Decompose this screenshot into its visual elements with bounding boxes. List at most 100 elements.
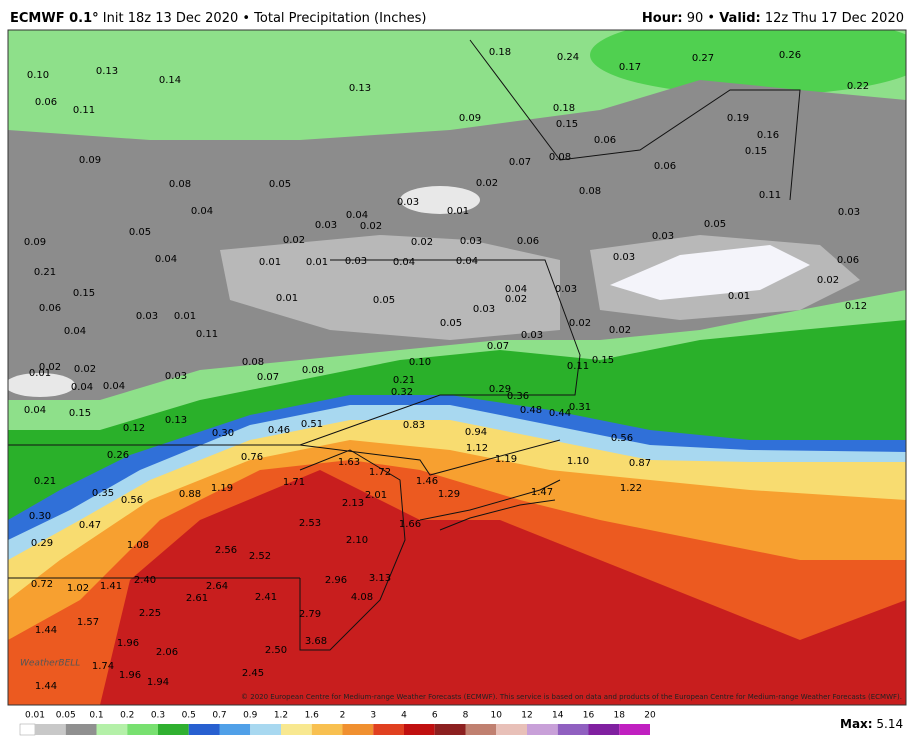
precip-label: 0.02	[74, 364, 96, 375]
colorbar-tick-label: 12	[521, 711, 532, 721]
hour-label: Hour:	[642, 11, 683, 26]
precip-label: 0.18	[489, 47, 511, 58]
precip-label: 0.05	[704, 219, 726, 230]
precip-label: 1.12	[466, 443, 488, 454]
precip-label: 0.08	[302, 365, 324, 376]
precip-label: 0.07	[257, 372, 279, 383]
precip-label: 0.02	[609, 325, 631, 336]
precip-label: 0.04	[505, 284, 527, 295]
colorbar-swatch	[465, 724, 497, 735]
colorbar-swatch	[311, 724, 343, 735]
init: Init 18z 13 Dec 2020 • Total Precipitati…	[103, 11, 427, 26]
colorbar-tick-label: 0.01	[25, 711, 45, 721]
precip-label: 0.07	[509, 157, 531, 168]
colorbar-swatch	[281, 724, 312, 735]
precip-label: 0.87	[629, 458, 651, 469]
precip-label: 0.04	[155, 254, 177, 265]
precip-label: 0.03	[521, 330, 543, 341]
precip-label: 1.08	[127, 540, 149, 551]
colorbar-tick-label: 4	[401, 711, 407, 721]
precip-label: 0.13	[165, 415, 187, 426]
precip-label: 0.12	[123, 423, 145, 434]
precip-label: 0.10	[27, 70, 49, 81]
precip-label: 0.02	[505, 294, 527, 305]
precip-label: 2.64	[206, 581, 228, 592]
precip-label: 0.15	[73, 288, 95, 299]
precip-label: 0.01	[728, 291, 750, 302]
precip-label: 0.02	[411, 237, 433, 248]
precip-label: 0.03	[838, 207, 860, 218]
precip-label: 1.46	[416, 476, 438, 487]
precip-label: 2.45	[242, 668, 264, 679]
precip-label: 2.41	[255, 592, 277, 603]
precip-label: 0.17	[619, 62, 641, 73]
colorbar-swatch	[373, 724, 404, 735]
precip-label: 0.47	[79, 520, 101, 531]
precip-label: 0.14	[159, 75, 181, 86]
precip-label: 0.44	[549, 408, 571, 419]
precip-label: 0.12	[845, 301, 867, 312]
precip-label: 0.09	[79, 155, 101, 166]
precip-label: 0.05	[269, 179, 291, 190]
precip-label: 0.22	[847, 81, 869, 92]
precip-label: 0.24	[557, 52, 579, 63]
precip-label: 0.04	[24, 405, 46, 416]
precip-label: 0.07	[487, 341, 509, 352]
colorbar-swatch	[127, 724, 158, 735]
precip-label: 0.30	[212, 428, 234, 439]
precip-label: 0.01	[306, 257, 328, 268]
precip-label: 0.06	[39, 303, 61, 314]
precip-label: 0.03	[136, 311, 158, 322]
precip-label: 1.72	[369, 467, 391, 478]
precip-label: 1.71	[283, 477, 305, 488]
colorbar-swatch	[65, 724, 97, 735]
precip-label: 0.83	[403, 420, 425, 431]
precip-label: 2.10	[346, 535, 368, 546]
colorbar-swatch	[342, 724, 374, 735]
precip-label: 0.02	[817, 275, 839, 286]
precip-label: 0.04	[346, 210, 368, 221]
precip-label: 0.01	[29, 368, 51, 379]
precip-label: 2.13	[342, 498, 364, 509]
precip-label: 0.03	[345, 256, 367, 267]
colorbar-tick-label: 0.1	[89, 711, 103, 721]
precip-label: 0.06	[654, 161, 676, 172]
precip-label: 0.56	[611, 433, 633, 444]
precip-label: 1.19	[211, 483, 233, 494]
colorbar-tick-label: 0.5	[182, 711, 196, 721]
precip-label: 1.94	[147, 677, 169, 688]
precip-label: 0.01	[259, 257, 281, 268]
precip-label: 0.05	[440, 318, 462, 329]
precip-label: 1.44	[35, 681, 57, 692]
precip-label: 0.21	[34, 476, 56, 487]
precip-label: 0.06	[837, 255, 859, 266]
precip-label: 0.02	[360, 221, 382, 232]
colorbar-swatch	[96, 724, 128, 735]
precip-label: 1.10	[567, 456, 589, 467]
precip-label: 0.02	[39, 362, 61, 373]
max-value: 5.14	[876, 717, 903, 731]
colorbar-swatch	[434, 724, 466, 735]
precip-label: 3.68	[305, 636, 327, 647]
precip-label: 1.63	[338, 457, 360, 468]
precip-label: 0.05	[373, 295, 395, 306]
precip-label: 2.52	[249, 551, 271, 562]
precip-label: 0.01	[276, 293, 298, 304]
precip-label: 0.46	[268, 425, 290, 436]
precip-label: 1.02	[67, 583, 89, 594]
copyright: © 2020 European Centre for Medium-range …	[241, 693, 902, 701]
precip-label: 0.32	[391, 387, 413, 398]
precip-label: 0.06	[594, 135, 616, 146]
precip-label: 0.11	[196, 329, 218, 340]
valid: 12z Thu 17 Dec 2020	[765, 11, 904, 26]
model: ECMWF 0.1°	[10, 11, 99, 26]
colorbar-tick-label: 6	[432, 711, 438, 721]
colorbar-tick-label: 0.05	[56, 711, 76, 721]
precip-label: 0.26	[107, 450, 129, 461]
precip-label: 1.19	[495, 454, 517, 465]
precip-label: 1.22	[620, 483, 642, 494]
precip-label: 0.04	[64, 326, 86, 337]
precip-label: 0.03	[652, 231, 674, 242]
precip-label: 2.53	[299, 518, 321, 529]
